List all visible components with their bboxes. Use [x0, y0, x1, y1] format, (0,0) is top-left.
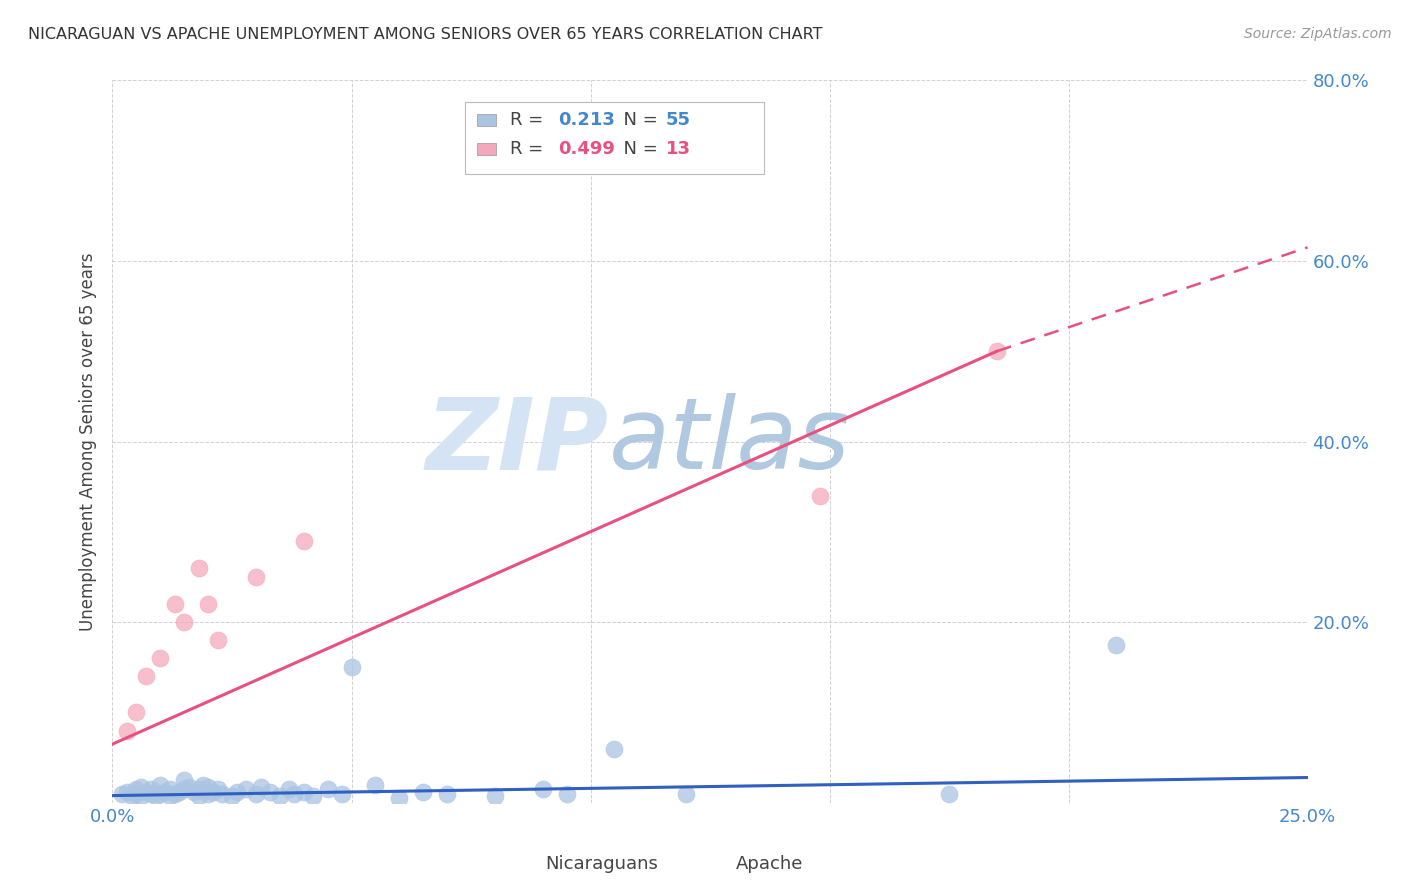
Point [484, 789, 506, 803]
Y-axis label: Unemployment Among Seniors over 65 years: Unemployment Among Seniors over 65 years [79, 252, 97, 631]
Text: R =: R = [510, 140, 550, 158]
Point [675, 787, 697, 801]
Point [115, 723, 138, 738]
Text: ZIP: ZIP [426, 393, 609, 490]
Point [153, 785, 176, 799]
Point [129, 789, 152, 803]
Point [269, 789, 291, 803]
Point [163, 787, 186, 801]
Point [169, 785, 191, 799]
Point [159, 789, 181, 803]
Point [938, 787, 960, 801]
Point [211, 787, 233, 801]
Point [197, 780, 219, 794]
Point [177, 780, 200, 794]
Point [207, 782, 229, 797]
Text: 0.213: 0.213 [558, 111, 616, 129]
Point [197, 787, 219, 801]
Point [187, 561, 209, 575]
Point [193, 778, 215, 792]
Text: Apache: Apache [737, 855, 804, 873]
Point [235, 782, 257, 797]
Point [316, 782, 339, 797]
Point [1105, 638, 1128, 652]
Point [986, 344, 1008, 359]
Point [115, 785, 138, 799]
Point [125, 706, 148, 720]
Point [149, 778, 172, 792]
Text: NICARAGUAN VS APACHE UNEMPLOYMENT AMONG SENIORS OVER 65 YEARS CORRELATION CHART: NICARAGUAN VS APACHE UNEMPLOYMENT AMONG … [28, 27, 823, 42]
FancyBboxPatch shape [477, 114, 496, 126]
Point [197, 597, 219, 611]
Point [292, 533, 315, 548]
Point [187, 789, 209, 803]
Text: N =: N = [612, 111, 664, 129]
Point [364, 778, 387, 792]
Text: Source: ZipAtlas.com: Source: ZipAtlas.com [1244, 27, 1392, 41]
Text: atlas: atlas [609, 393, 851, 490]
Point [139, 787, 162, 801]
Point [129, 780, 152, 794]
Point [145, 789, 167, 803]
Point [173, 782, 195, 797]
Point [302, 789, 325, 803]
Point [159, 782, 181, 797]
Point [245, 787, 267, 801]
Point [603, 741, 626, 756]
Point [283, 787, 305, 801]
Text: 55: 55 [666, 111, 690, 129]
Point [173, 615, 195, 630]
Point [207, 633, 229, 648]
Point [135, 669, 157, 683]
Point [278, 782, 301, 797]
Point [201, 785, 224, 799]
Point [808, 489, 831, 503]
Point [163, 597, 186, 611]
Point [149, 787, 172, 801]
Point [125, 787, 148, 801]
Point [292, 785, 315, 799]
Point [388, 791, 411, 805]
Point [187, 782, 209, 797]
Point [330, 787, 353, 801]
Point [135, 785, 157, 799]
Point [125, 782, 148, 797]
Point [139, 782, 162, 797]
Point [412, 785, 434, 799]
FancyBboxPatch shape [477, 143, 496, 154]
FancyBboxPatch shape [519, 858, 538, 870]
Point [221, 789, 243, 803]
Point [245, 570, 267, 584]
Point [121, 789, 143, 803]
Point [259, 785, 281, 799]
Point [225, 785, 247, 799]
Text: N =: N = [612, 140, 664, 158]
Point [436, 787, 458, 801]
Text: 0.499: 0.499 [558, 140, 616, 158]
Point [531, 782, 554, 797]
Text: R =: R = [510, 111, 550, 129]
FancyBboxPatch shape [465, 102, 763, 174]
Point [149, 651, 172, 665]
Text: Nicaraguans: Nicaraguans [546, 855, 658, 873]
Point [249, 780, 271, 794]
Point [340, 660, 363, 674]
FancyBboxPatch shape [710, 858, 730, 870]
Point [183, 785, 205, 799]
Point [173, 773, 195, 788]
Text: 13: 13 [666, 140, 690, 158]
Point [111, 787, 134, 801]
Point [555, 787, 578, 801]
